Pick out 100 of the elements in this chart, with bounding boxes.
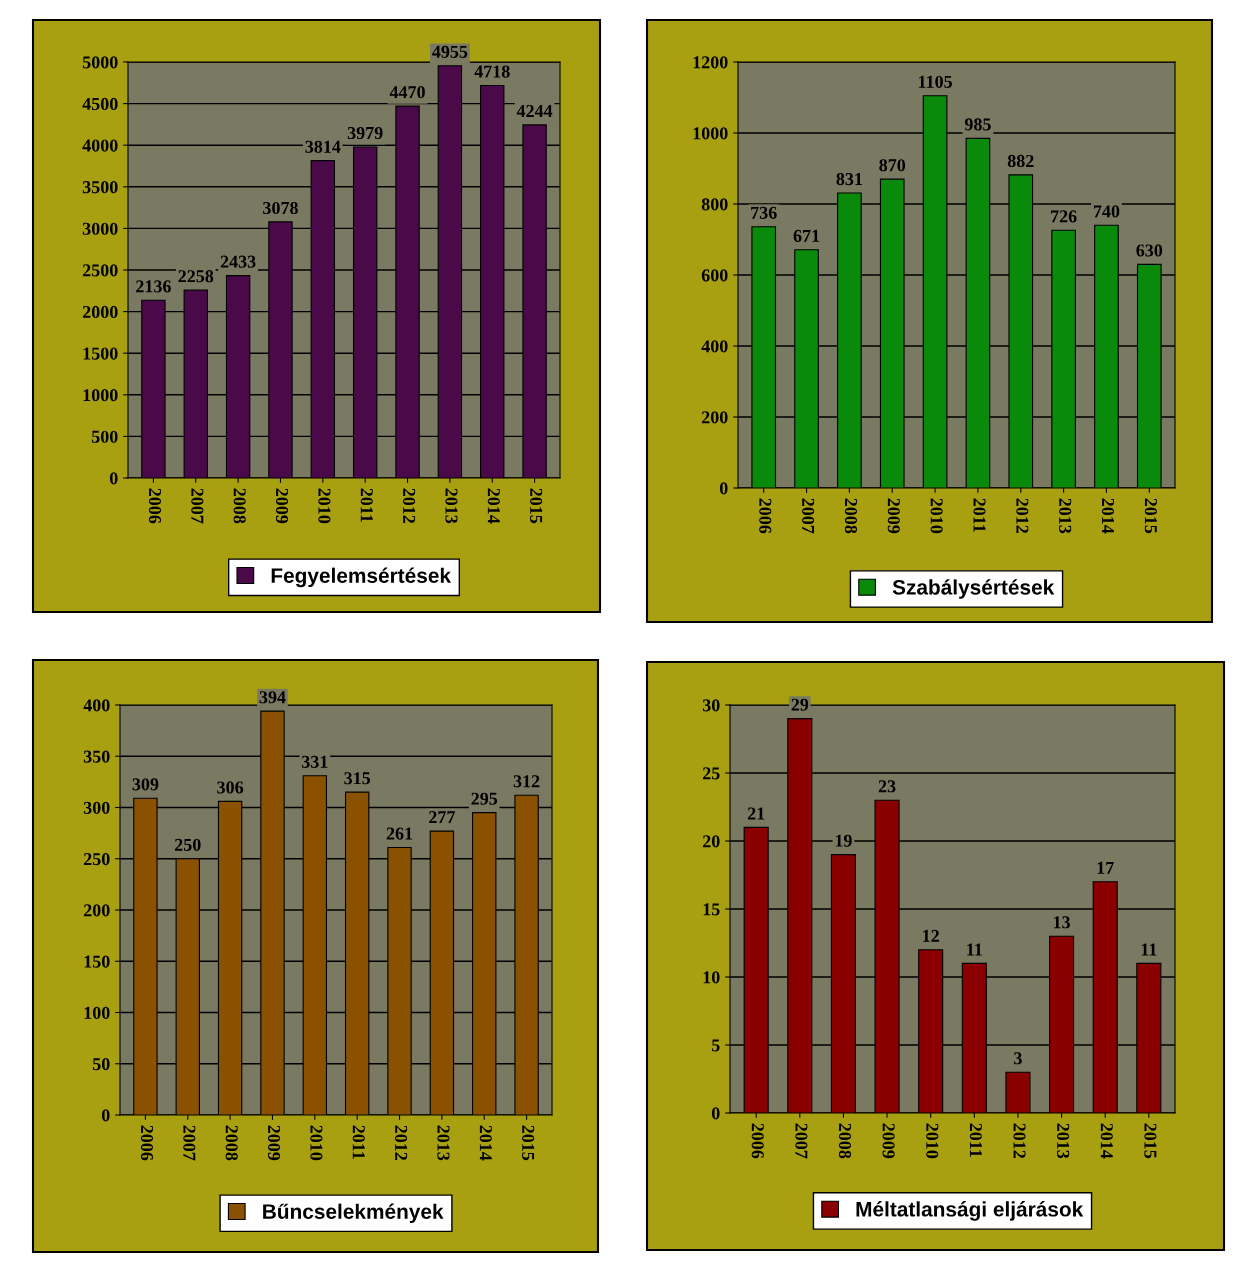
- data-label: 2258: [178, 270, 214, 283]
- x-tick-label: 2012: [1016, 498, 1029, 534]
- data-label: 29: [791, 698, 809, 711]
- data-label: 23: [878, 780, 896, 793]
- x-tick-label: 2009: [887, 498, 900, 534]
- y-tick-label: 0: [719, 482, 728, 495]
- x-tick-label: 2008: [225, 1125, 238, 1161]
- x-tick-label: 2012: [403, 488, 416, 524]
- x-tick-label: 2007: [795, 1123, 808, 1159]
- data-label: 331: [301, 755, 328, 768]
- y-tick-label: 25: [702, 767, 720, 780]
- data-label: 394: [259, 691, 286, 704]
- x-tick-label: 2011: [360, 488, 373, 522]
- y-tick-label: 200: [83, 904, 110, 917]
- y-tick-label: 10: [703, 971, 720, 984]
- data-label: 3: [1014, 1052, 1022, 1065]
- y-tick-label: 5: [711, 1039, 720, 1052]
- data-label: 309: [132, 778, 159, 791]
- y-tick-label: 200: [701, 411, 728, 424]
- data-label: 306: [217, 781, 244, 794]
- x-tick-label: 2015: [530, 488, 543, 524]
- data-label: 315: [344, 772, 371, 785]
- x-tick-label: 2008: [844, 498, 858, 534]
- y-tick-label: 350: [83, 750, 110, 763]
- x-tick-label: 2011: [973, 498, 986, 532]
- y-tick-label: 4000: [82, 139, 118, 152]
- y-tick-label: 3000: [82, 222, 118, 235]
- x-tick-label: 2009: [882, 1123, 895, 1159]
- data-label: 250: [174, 838, 201, 851]
- x-tick-label: 2012: [395, 1125, 408, 1161]
- data-label: 985: [964, 118, 991, 131]
- data-label: 4244: [516, 104, 553, 117]
- x-tick-label: 2009: [275, 488, 289, 524]
- y-tick-label: 150: [84, 955, 110, 968]
- x-tick-label: 2011: [352, 1125, 365, 1159]
- y-tick-label: 2000: [82, 305, 118, 319]
- data-label: 630: [1136, 244, 1163, 257]
- x-tick-label: 2007: [191, 488, 204, 524]
- data-label: 13: [1053, 916, 1070, 929]
- x-tick-label: 2006: [759, 498, 772, 534]
- legend-label: Szabálysértések: [892, 579, 1055, 599]
- data-label: 882: [1007, 154, 1034, 168]
- x-tick-label: 2012: [1013, 1123, 1026, 1159]
- x-tick-label: 2009: [267, 1125, 281, 1161]
- y-tick-label: 300: [83, 801, 110, 814]
- y-tick-label: 3500: [82, 181, 118, 194]
- data-label: 2433: [220, 255, 256, 268]
- x-tick-label: 2008: [233, 488, 246, 524]
- x-tick-label: 2010: [318, 488, 331, 524]
- y-tick-label: 400: [83, 699, 110, 712]
- y-tick-label: 800: [701, 198, 728, 211]
- x-tick-label: 2013: [1057, 1123, 1070, 1159]
- x-tick-label: 2014: [1101, 498, 1115, 534]
- y-tick-label: 1000: [693, 127, 728, 140]
- data-label: 3814: [305, 140, 341, 153]
- legend-label: Bűncselekmények: [263, 1203, 444, 1224]
- data-label: 4955: [432, 45, 468, 58]
- data-label: 19: [835, 834, 852, 847]
- y-tick-label: 400: [701, 340, 728, 353]
- x-tick-label: 2014: [1100, 1123, 1113, 1159]
- legend-label: Méltatlansági eljárások: [856, 1201, 1084, 1221]
- x-tick-label: 2011: [969, 1123, 982, 1157]
- data-label: 277: [429, 811, 455, 824]
- data-label: 4718: [474, 65, 510, 78]
- y-tick-label: 4500: [82, 97, 118, 111]
- x-tick-label: 2006: [751, 1123, 764, 1159]
- x-tick-label: 2013: [445, 488, 458, 524]
- data-label: 2136: [136, 280, 171, 293]
- x-tick-label: 2014: [487, 488, 500, 524]
- x-tick-label: 2006: [140, 1125, 154, 1161]
- y-tick-label: 30: [702, 699, 720, 712]
- data-label: 261: [386, 827, 413, 840]
- x-tick-label: 2010: [926, 1123, 939, 1159]
- data-label: 17: [1097, 861, 1114, 874]
- y-tick-label: 1200: [693, 56, 728, 69]
- x-tick-label: 2006: [148, 488, 162, 524]
- data-label: 3979: [347, 126, 383, 140]
- data-label: 1105: [918, 75, 952, 88]
- x-tick-label: 2010: [310, 1125, 323, 1161]
- y-tick-label: 20: [702, 835, 720, 848]
- data-label: 21: [747, 807, 765, 820]
- data-label: 11: [1141, 943, 1157, 956]
- y-tick-label: 600: [701, 269, 728, 282]
- y-tick-label: 50: [92, 1058, 110, 1071]
- x-tick-label: 2015: [522, 1125, 535, 1161]
- x-tick-label: 2015: [1144, 498, 1157, 534]
- data-label: 831: [836, 172, 862, 186]
- x-tick-label: 2013: [1059, 498, 1072, 534]
- y-tick-label: 15: [703, 903, 720, 916]
- x-tick-label: 2007: [183, 1125, 196, 1161]
- data-label: 740: [1093, 205, 1120, 218]
- y-tick-label: 0: [109, 472, 118, 485]
- y-tick-label: 1000: [83, 389, 118, 402]
- data-label: 4470: [389, 86, 425, 99]
- data-label: 671: [793, 229, 820, 242]
- x-tick-label: 2013: [437, 1125, 450, 1161]
- legend-label: Fegyelemsértések: [271, 567, 452, 588]
- y-tick-label: 1500: [83, 347, 118, 360]
- y-tick-label: 100: [84, 1006, 110, 1019]
- data-label: 295: [471, 792, 498, 805]
